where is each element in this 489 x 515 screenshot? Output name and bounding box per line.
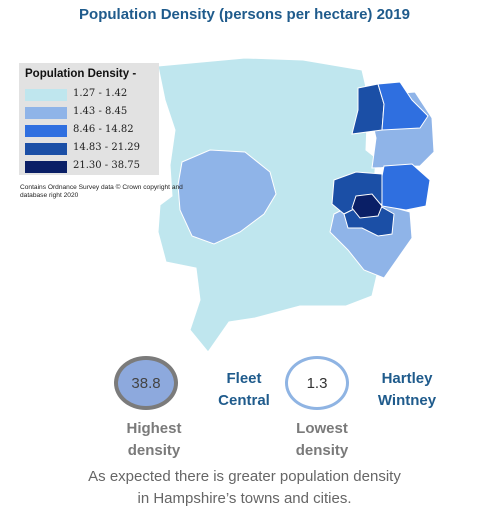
lowest-density-value: 1.3 [306,374,328,392]
map-region-fleet-central [351,193,383,219]
page-title: Population Density (persons per hectare)… [79,6,410,23]
highest-density-value: 38.8 [131,374,161,392]
highest-density-place: Fleet Central [199,368,289,412]
place-name-line: Hartley [381,370,433,387]
legend-title: Population Density - [25,68,137,80]
caption-line: Lowest [296,420,348,437]
place-name-line: Fleet [226,370,262,387]
map-region-east-bright [379,163,431,211]
legend-swatch [25,107,67,119]
caption-line: density [127,442,181,459]
summary-note: As expected there is greater population … [0,466,489,510]
map-region-west [177,149,277,245]
place-name-line: Wintney [377,392,437,409]
highest-density-badge: 38.8 [114,356,178,410]
lowest-density-badge: 1.3 [285,356,349,410]
legend-label: 8.46 - 14.82 [73,124,134,135]
lowest-density-caption: Lowest density [272,418,372,462]
caption-line: Highest [126,420,182,437]
legend-swatch [25,89,67,101]
legend-swatch [25,143,67,155]
legend-label: 14.83 - 21.29 [73,142,140,153]
map-region-ne-bright [377,81,429,131]
map-legend: Population Density - 1.27 - 1.42 1.43 - … [19,63,159,175]
lowest-density-place: Hartley Wintney [362,368,452,412]
highest-density-caption: Highest density [104,418,204,462]
legend-swatch [25,125,67,137]
place-name-line: Central [218,392,270,409]
note-line: As expected there is greater population … [88,468,401,485]
copyright-credit: Contains Ordnance Survey data © Crown co… [20,184,183,199]
legend-label: 1.43 - 8.45 [73,106,128,117]
note-line: in Hampshire’s towns and cities. [137,490,352,507]
legend-swatch [25,161,67,173]
legend-label: 21.30 - 38.75 [73,160,140,171]
legend-label: 1.27 - 1.42 [73,88,128,99]
caption-line: density [295,442,349,459]
